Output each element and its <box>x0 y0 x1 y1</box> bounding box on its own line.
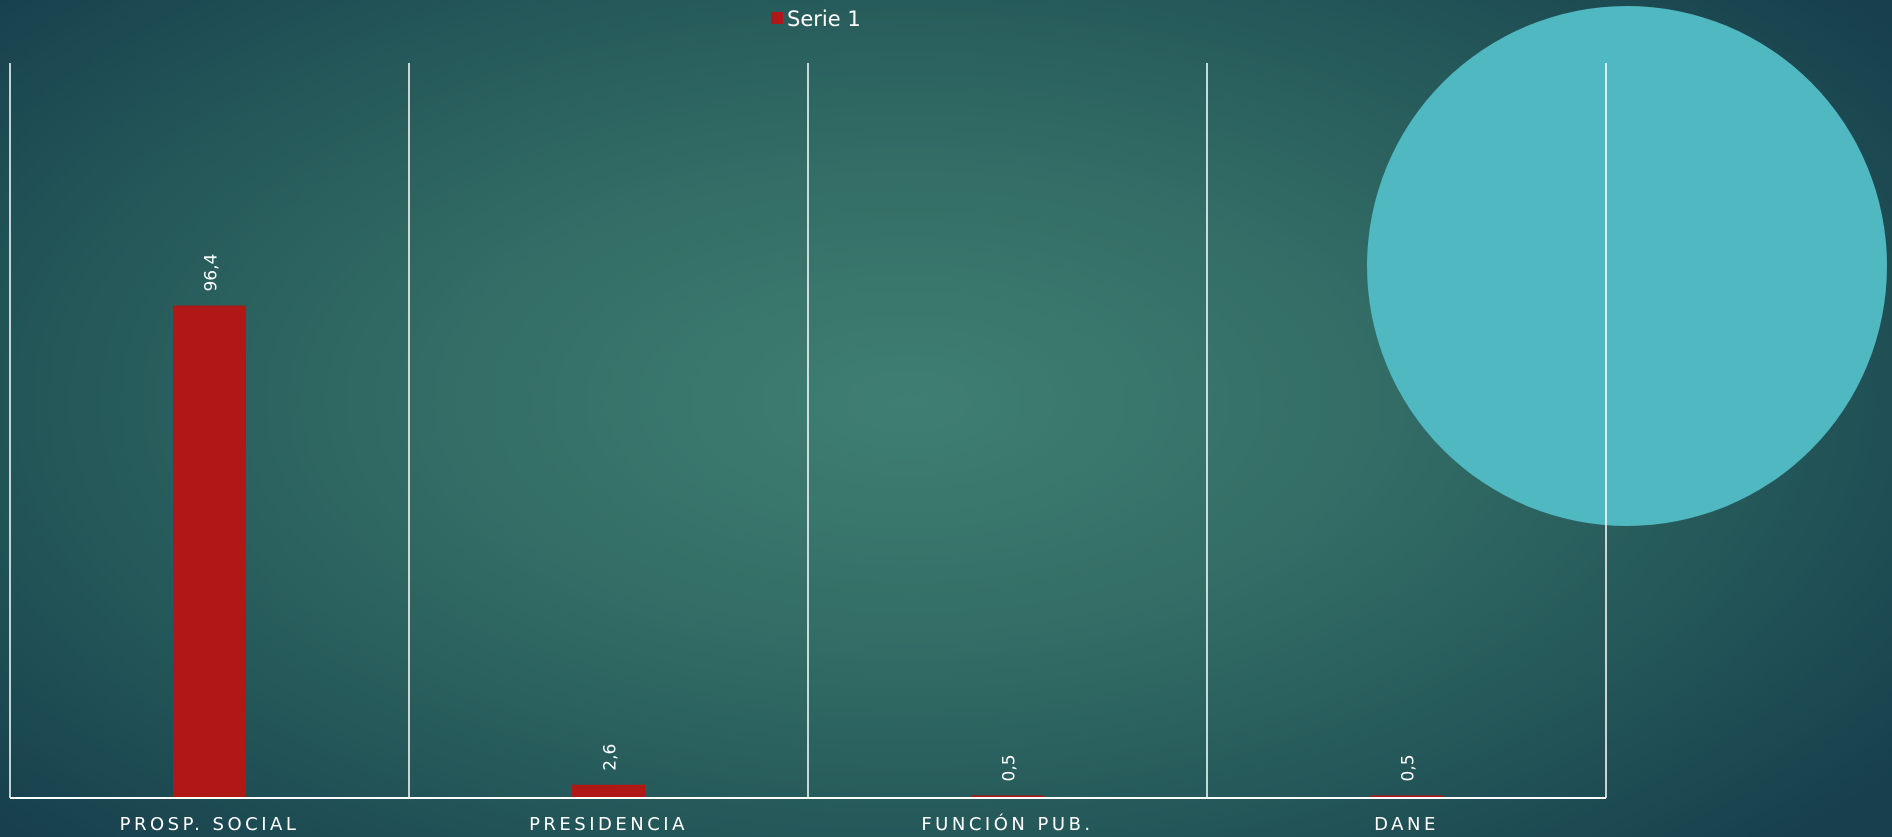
category-label: PRESIDENCIA <box>529 814 688 835</box>
data-label: 2,6 <box>601 744 621 771</box>
bars <box>173 305 1443 798</box>
category-label: PROSP. SOCIAL <box>120 814 300 835</box>
bar <box>1370 795 1443 798</box>
category-labels: PROSP. SOCIAL PRESIDENCIA FUNCIÓN PUB. DANE <box>120 813 1439 835</box>
legend: Serie 1 <box>771 7 861 31</box>
bar <box>572 784 645 798</box>
category-label: FUNCIÓN PUB. <box>921 813 1093 835</box>
data-labels: 96,4 2,6 0,5 0,5 <box>202 254 1419 782</box>
data-label: 96,4 <box>202 254 222 292</box>
category-label: DANE <box>1374 814 1439 835</box>
data-label: 0,5 <box>1000 754 1020 781</box>
data-label: 0,5 <box>1399 754 1419 781</box>
decorative-circle <box>1367 6 1887 526</box>
legend-label: Serie 1 <box>787 7 861 31</box>
category-dividers <box>9 63 1607 798</box>
bar <box>971 795 1044 798</box>
legend-swatch <box>771 12 783 24</box>
bar <box>173 305 246 798</box>
